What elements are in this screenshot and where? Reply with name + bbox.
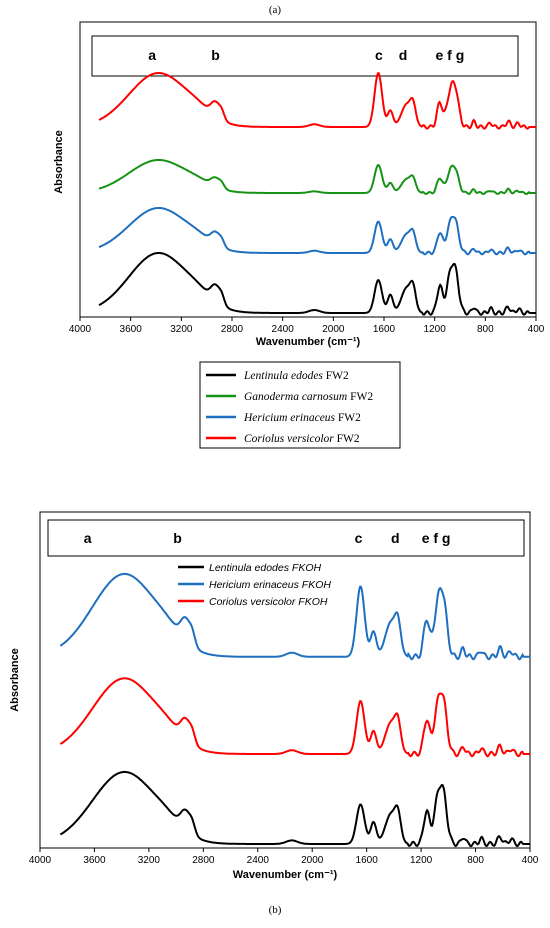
x-axis-title-a: Wavenumber (cm⁻¹) [256,336,361,348]
y-axis-title-b: Absorbance [9,648,21,712]
x-tick-label: 3200 [138,855,161,866]
band-label-d: d [391,530,400,546]
legend-label-lentinula-edodes-fkoh: Lentinula edodes FKOH [209,562,321,574]
x-tick-label: 2400 [247,855,270,866]
x-tick-label: 400 [522,855,539,866]
band-label-d: d [399,47,408,63]
legend-label-lentinula-edodes-fw2: Lentinula edodes FW2 [243,370,349,382]
band-label-b: b [173,530,182,546]
series-line-coriolus-versicolor-fw2 [98,72,536,130]
legend-label-hericium-erinaceus-fw2: Hericium erinaceus FW2 [243,412,361,424]
x-tick-label: 2000 [301,855,324,866]
series-line-hericium-erinaceus-fw2 [98,207,536,256]
panel-b-chart: Absorbance Wavenumber (cm⁻¹) 4000 3600 320… [9,511,539,916]
y-axis-title-a: Absorbance [53,130,65,194]
band-label-a: a [84,530,92,546]
band-label-e-f-g: e f g [435,47,464,63]
x-tick-label: 2000 [322,324,345,335]
legend-box-a [199,361,401,449]
x-tick-label: 3600 [83,855,106,866]
legend-label-ganoderma-carnosum-fw2: Ganoderma carnosum FW2 [244,391,373,403]
x-tick-label: 2800 [221,324,244,335]
band-label-b: b [211,47,220,63]
series-line-lentinula-edodes-fw2 [98,252,536,316]
series-line-lentinula-edodes-fkoh [59,770,530,848]
x-tick-label: 2800 [192,855,215,866]
band-label-c: c [375,47,383,63]
band-label-a: a [148,47,156,63]
x-tick-label: 4000 [29,855,52,866]
panel-a-label: (a) [269,4,282,16]
panel-b-label: (b) [269,904,282,916]
plot-frame-b [39,511,531,849]
x-axis-title-b: Wavenumber (cm⁻¹) [233,869,338,881]
legend-label-hericium-erinaceus-fkoh: Hericium erinaceus FKOH [209,579,331,591]
x-tick-label: 2400 [272,324,295,335]
x-tick-label: 3600 [120,324,143,335]
band-label-box-a [91,35,519,77]
x-tick-label: 3200 [170,324,193,335]
x-tick-label: 800 [477,324,494,335]
band-label-e-f-g: e f g [422,530,451,546]
x-tick-label: 800 [467,855,484,866]
panel-a-chart: (a) Absorbance Wavenumber (cm⁻¹) 4000 360… [53,4,545,449]
series-line-coriolus-versicolor-fkoh [59,677,530,758]
x-tick-label: 1600 [356,855,379,866]
band-label-c: c [355,530,363,546]
plot-frame-a [79,21,537,318]
x-tick-label: 400 [528,324,545,335]
band-label-box-b [47,519,525,557]
x-tick-label: 1200 [424,324,447,335]
series-line-ganoderma-carnosum-fw2 [98,159,536,196]
x-tick-label: 1200 [410,855,433,866]
x-tick-label: 1600 [373,324,396,335]
series-line-hericium-erinaceus-fkoh [59,572,530,661]
x-tick-label: 4000 [69,324,92,335]
legend-label-coriolus-versicolor-fkoh: Coriolus versicolor FKOH [209,596,328,608]
legend-label-coriolus-versicolor-fw2: Coriolus versicolor FW2 [244,433,360,445]
